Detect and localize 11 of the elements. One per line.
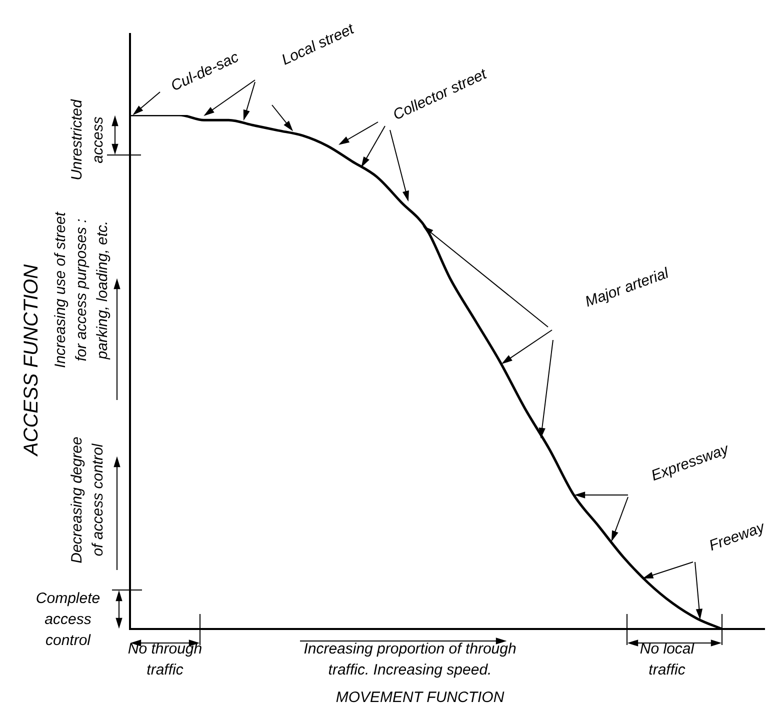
text: Increasing use of street for access purposes : parking, loading, etc. [52, 211, 112, 368]
text: Complete access control [36, 590, 100, 650]
text: Unrestricted access [68, 98, 107, 180]
text: No through traffic [128, 640, 202, 679]
text: No local traffic [640, 640, 695, 679]
text: Increasing proportion of through traffic. Increasing speed. [304, 640, 516, 679]
text: Local street [279, 20, 358, 69]
x-axis-title: MOVEMENT FUNCTION [336, 689, 504, 706]
y-axis-title: ACCESS FUNCTION [20, 264, 43, 457]
text: Decreasing degree of access control [68, 436, 107, 564]
annotation: Major arterial [582, 264, 672, 311]
